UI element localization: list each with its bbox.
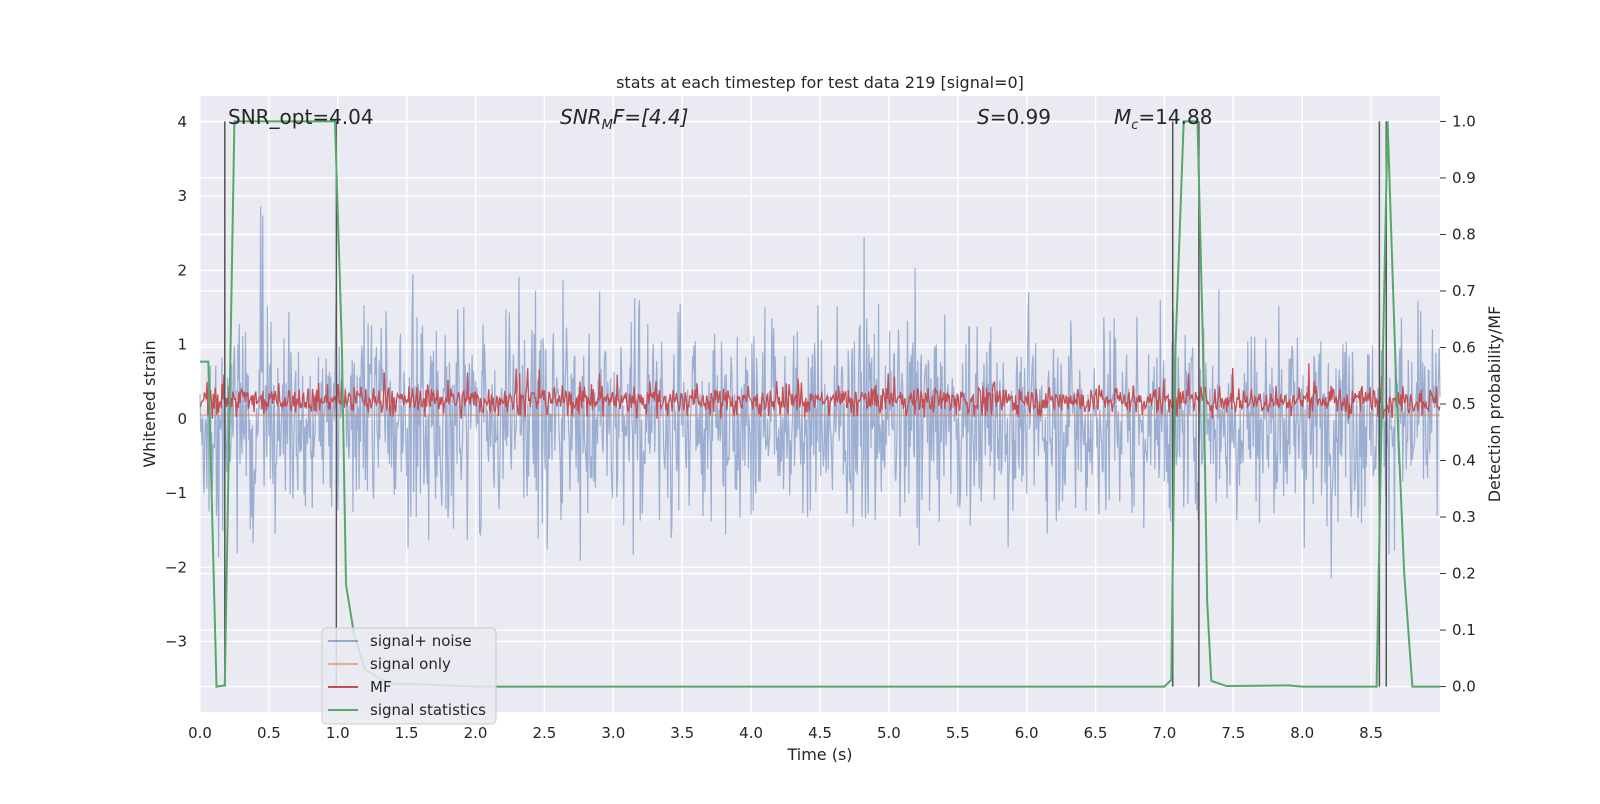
- x-tick-label: 1.5: [395, 724, 419, 742]
- y-tick-label: −3: [165, 632, 187, 650]
- legend-box: [321, 627, 497, 725]
- x-tick-label: 4.0: [739, 724, 763, 742]
- annotation-mc: Mc=14.88: [1114, 105, 1212, 133]
- y2-tick-label: 0.2: [1452, 565, 1476, 583]
- y-tick-label: 1: [177, 336, 187, 354]
- x-tick-label: 7.5: [1221, 724, 1245, 742]
- y2-tick-label: 0.3: [1452, 508, 1476, 526]
- x-tick-label: 1.0: [326, 724, 350, 742]
- y2-tick-label: 0.5: [1452, 395, 1476, 413]
- y2-tick-label: 0.7: [1452, 282, 1476, 300]
- legend-label-noise: signal+ noise: [370, 632, 472, 650]
- y2-tick-label: 0.8: [1452, 225, 1476, 243]
- x-tick-label: 2.5: [533, 724, 557, 742]
- y2-tick-label: 0.4: [1452, 452, 1476, 470]
- x-tick-label: 0.5: [257, 724, 281, 742]
- annotation-snr-mf: SNRMF=[4.4]: [560, 105, 688, 133]
- x-tick-label: 6.5: [1084, 724, 1108, 742]
- y-tick-label: 3: [177, 187, 187, 205]
- y2-tick-label: 0.0: [1452, 678, 1476, 696]
- y2-tick-label: 0.1: [1452, 621, 1476, 639]
- annotation-snr-opt: SNR_opt=4.04: [228, 105, 374, 129]
- x-tick-label: 3.5: [670, 724, 694, 742]
- x-tick-label: 3.0: [601, 724, 625, 742]
- x-tick-label: 5.0: [877, 724, 901, 742]
- x-tick-label: 8.5: [1359, 724, 1383, 742]
- x-tick-label: 8.0: [1290, 724, 1314, 742]
- y-tick-label: −2: [165, 558, 187, 576]
- signal-statistics-line: [200, 120, 1440, 688]
- x-tick-label: 0.0: [188, 724, 212, 742]
- legend-label-signal-only: signal only: [370, 655, 451, 673]
- x-tick-label: 2.0: [464, 724, 488, 742]
- y-tick-label: 2: [177, 261, 187, 279]
- signal-statistics-series: [200, 120, 1440, 688]
- mf-line: [199, 363, 1441, 419]
- axis-ticks: 0.0 0.5 1.0 1.5 2.0 2.5 3.0 3.5 4.0 4.5 5.0 5.5 6.0 6…: [165, 112, 1476, 742]
- y2-tick-label: 0.9: [1452, 169, 1476, 187]
- chart-title: stats at each timestep for test data 219…: [616, 73, 1024, 92]
- y-axis-label: Whitened strain: [140, 340, 159, 467]
- y-tick-label: −1: [165, 484, 187, 502]
- x-tick-label: 6.0: [1015, 724, 1039, 742]
- x-tick-label: 4.5: [808, 724, 832, 742]
- x-tick-label: 7.0: [1153, 724, 1177, 742]
- legend-label-stats: signal statistics: [370, 701, 486, 719]
- y2-tick-label: 1.0: [1452, 112, 1476, 130]
- y-tick-label: 4: [177, 113, 187, 131]
- legend-label-mf: MF: [370, 678, 392, 696]
- x-axis-label: Time (s): [786, 745, 852, 764]
- y2-axis-label: Detection probability/MF: [1485, 306, 1504, 503]
- y2-tick-label: 0.6: [1452, 338, 1476, 356]
- x-tick-label: 5.5: [946, 724, 970, 742]
- mf-series: [199, 363, 1441, 419]
- legend: signal+ noise signal only MF signal stat…: [321, 627, 497, 725]
- annotation-s: S=0.99: [977, 105, 1051, 129]
- y-tick-label: 0: [177, 410, 187, 428]
